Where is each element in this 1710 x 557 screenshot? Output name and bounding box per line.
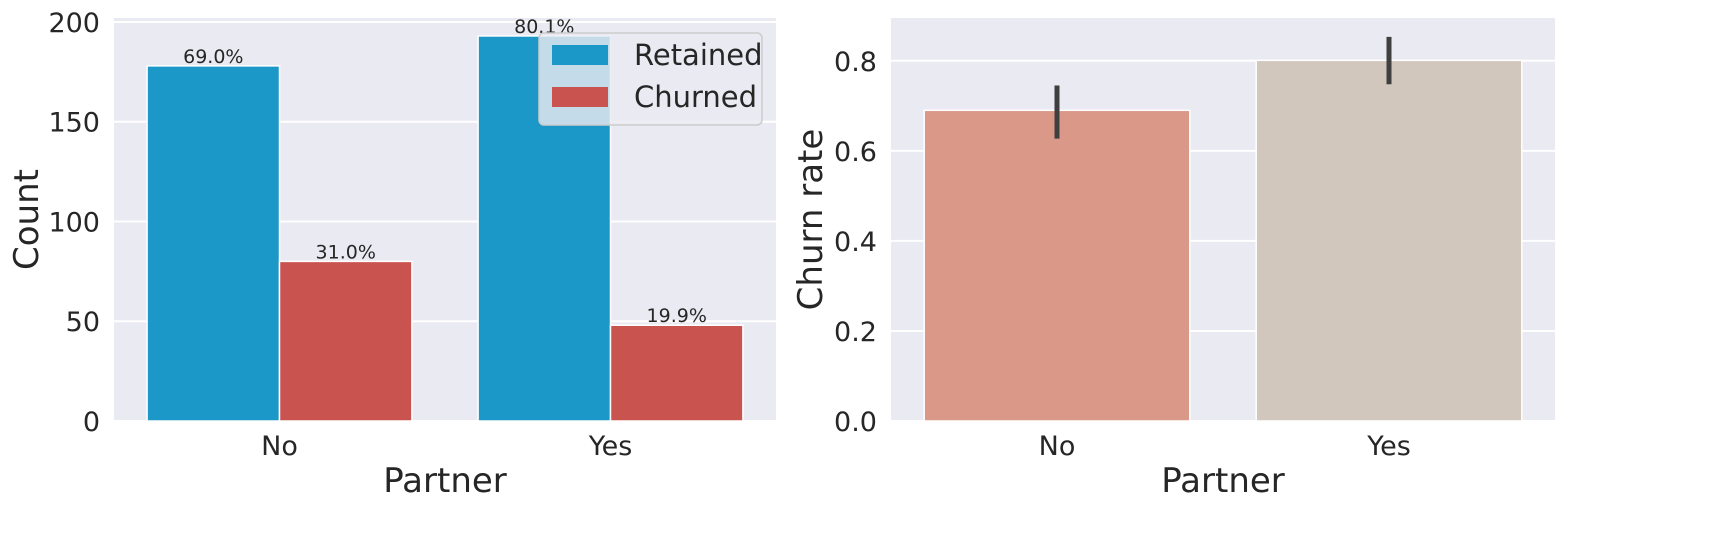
y-tick-label-churn-rate: 0.8 xyxy=(834,47,877,78)
legend-swatch-retained xyxy=(552,45,608,65)
bar-churn-rate-yes xyxy=(1255,59,1523,422)
y-tick-label-churn-rate: 0.6 xyxy=(834,137,877,168)
bar-percent-label: 69.0% xyxy=(183,46,243,68)
y-axis-label-count: Count xyxy=(7,169,47,270)
legend: Retained Churned xyxy=(538,32,763,126)
x-tick-label-churn-rate: No xyxy=(1039,431,1076,462)
bar-churned xyxy=(609,324,744,422)
y-axis-label-churn-rate: Churn rate xyxy=(791,129,831,311)
legend-swatch-churned xyxy=(552,87,608,107)
legend-label-churned: Churned xyxy=(634,80,757,114)
bar-percent-label: 31.0% xyxy=(316,241,376,263)
bar-churn-rate-no xyxy=(923,109,1191,422)
y-tick-label-churn-rate: 0.2 xyxy=(834,317,877,348)
x-tick-label-count: No xyxy=(261,431,298,462)
y-tick-label-count: 0 xyxy=(83,407,100,438)
y-tick-label-count: 150 xyxy=(48,108,100,139)
x-tick-label-count: Yes xyxy=(588,431,633,462)
y-tick-label-churn-rate: 0.0 xyxy=(834,407,877,438)
bar-retained xyxy=(146,65,281,422)
y-tick-label-count: 200 xyxy=(48,8,100,39)
bar-percent-label: 19.9% xyxy=(647,305,707,327)
x-axis-label-count: Partner xyxy=(383,461,507,501)
y-tick-label-count: 50 xyxy=(66,307,100,338)
bar-churned xyxy=(278,260,413,422)
x-tick-label-churn-rate: Yes xyxy=(1366,431,1411,462)
y-tick-label-churn-rate: 0.4 xyxy=(834,227,877,258)
y-tick-label-count: 100 xyxy=(48,207,100,238)
x-axis-label-churn-rate: Partner xyxy=(1161,461,1285,501)
legend-label-retained: Retained xyxy=(634,38,763,72)
